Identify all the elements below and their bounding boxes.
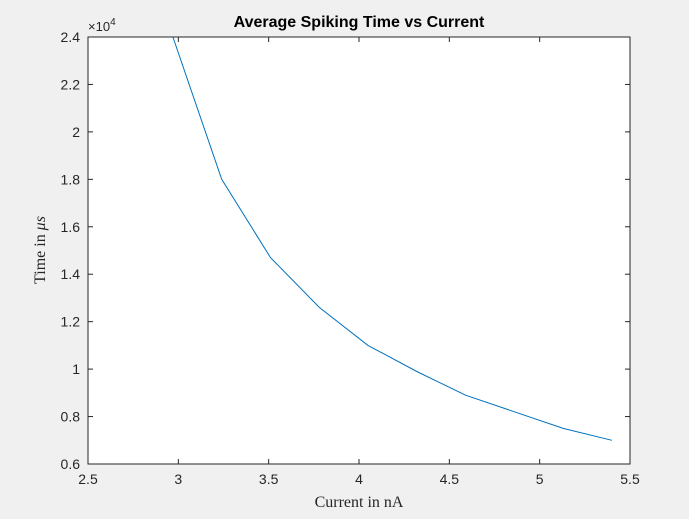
y-tick-label: 1.2 [61, 314, 81, 330]
y-exponent-label: ×104 [88, 17, 116, 34]
y-tick-label: 2.4 [61, 29, 81, 45]
x-tick-label: 5.5 [620, 471, 640, 487]
plot-area [88, 37, 630, 464]
y-tick-label: 0.6 [61, 456, 81, 472]
y-exponent-base: ×10 [88, 19, 110, 34]
y-tick-label: 1.6 [61, 219, 81, 235]
x-tick-label: 4 [355, 471, 363, 487]
y-tick-label: 1.4 [61, 266, 81, 282]
axes-box [87, 36, 631, 465]
x-tick-label: 4.5 [440, 471, 460, 487]
x-tick-label: 3 [174, 471, 182, 487]
y-axis-label-unit: μs [32, 216, 49, 231]
y-tick-label: 0.8 [61, 409, 81, 425]
x-tick-label: 2.5 [78, 471, 98, 487]
series-line [172, 36, 613, 441]
y-axis-label-text: Time in [32, 230, 49, 284]
y-exponent-power: 4 [110, 17, 116, 28]
x-tick-label: 5 [536, 471, 544, 487]
y-tick-label: 1 [72, 361, 80, 377]
y-tick-label: 1.8 [61, 171, 81, 187]
y-axis-label: Time in μs [32, 216, 49, 284]
y-tick-label: 2.2 [61, 76, 81, 92]
tick-labels: 2.5 3 3.5 4 4.5 5 5.5 0.6 0.8 1 1.2 1.4 1.6 1.8 2 2.2 2.… [61, 29, 640, 487]
y-tick-label: 2 [72, 124, 80, 140]
x-tick-label: 3.5 [259, 471, 279, 487]
chart-title: Average Spiking Time vs Current [234, 14, 485, 31]
series-layer [172, 36, 613, 441]
x-axis-label: Current in nA [315, 494, 404, 511]
